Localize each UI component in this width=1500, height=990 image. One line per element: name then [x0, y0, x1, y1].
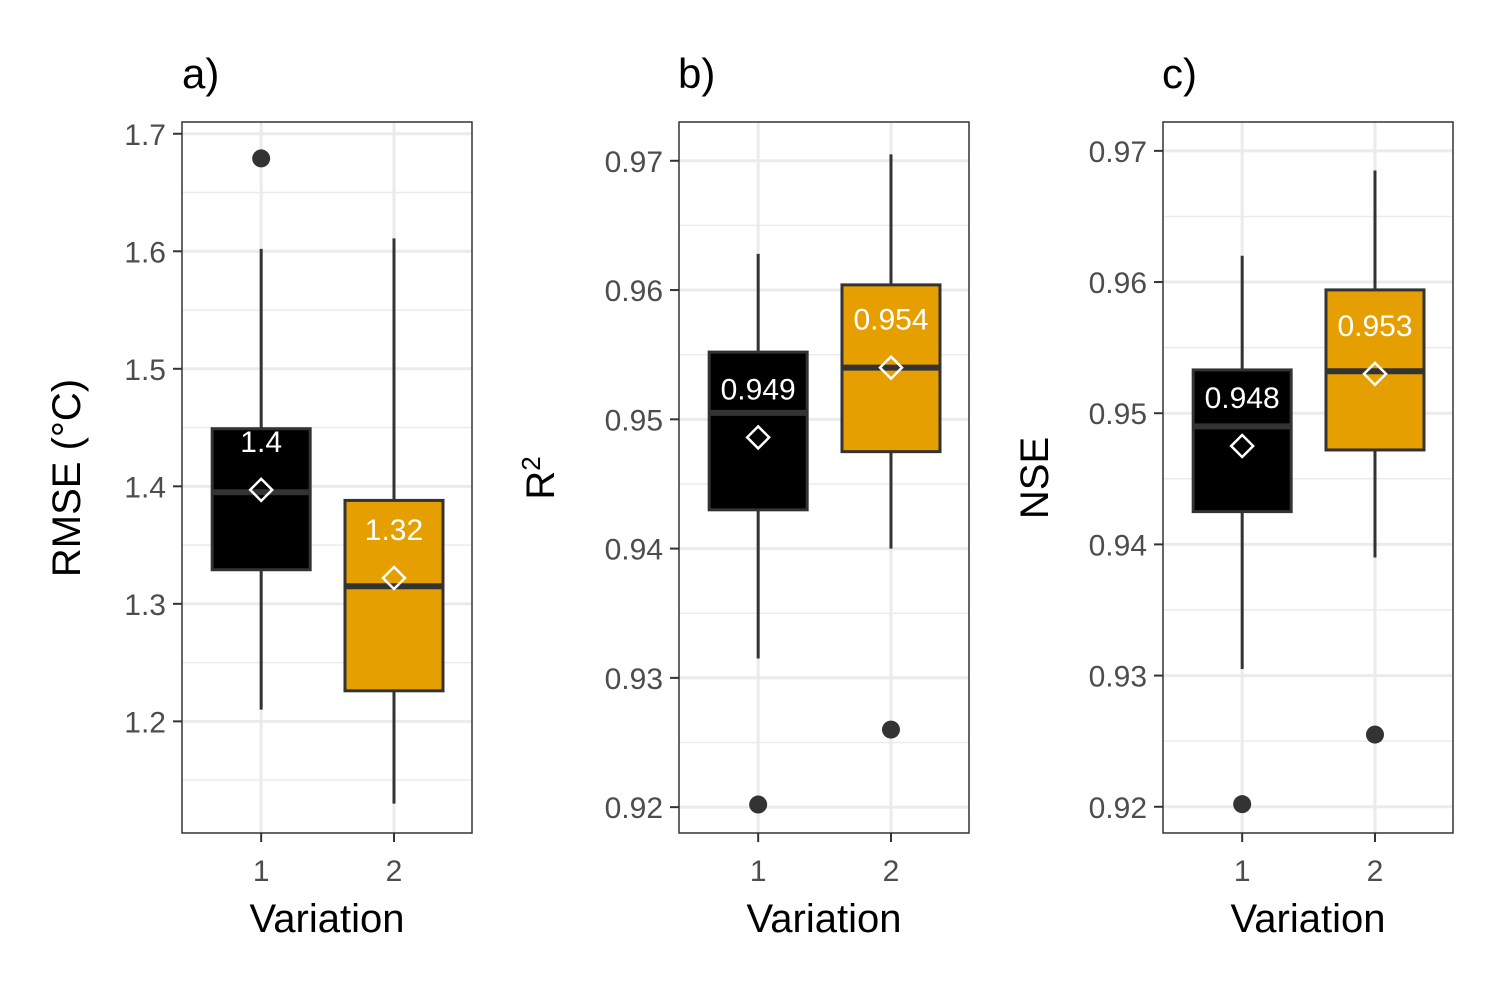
panel-b-ytick-label: 0.97	[605, 146, 663, 179]
panel-a-title: a)	[182, 50, 219, 97]
panel-a-xtick-label: 1	[253, 855, 270, 888]
panel-b-xtick-label: 1	[750, 855, 767, 888]
panel-a-ytick-label: 1.7	[124, 119, 166, 152]
panel-b-xtick-label: 2	[883, 855, 900, 888]
panel-a-xlabel: Variation	[250, 897, 405, 941]
panel-b-ytick-label: 0.93	[605, 663, 663, 696]
panel-c-ytick-label: 0.95	[1089, 398, 1147, 431]
panel-b-ytick-label: 0.94	[605, 534, 663, 567]
panel-b-ylabel: R2	[516, 456, 563, 499]
panel-c-ytick-label: 0.97	[1089, 136, 1147, 169]
panel-b-title: b)	[678, 50, 715, 97]
panel-a-ytick-label: 1.3	[124, 589, 166, 622]
panel-b-xlabel: Variation	[747, 897, 902, 941]
panel-c-box-1	[1191, 368, 1293, 514]
panel-c-ytick-label: 0.96	[1089, 267, 1147, 300]
panel-c-box-1-mean-marker	[1229, 433, 1255, 459]
panel-c-xlabel: Variation	[1231, 897, 1386, 941]
panel-c-ytick-label: 0.92	[1089, 792, 1147, 825]
panel-a-ytick-label: 1.4	[124, 471, 166, 504]
panel-c-box-2-outlier	[1365, 725, 1384, 744]
panel-c-box-1-outlier	[1233, 795, 1252, 814]
panel-a-box-1-mean-marker	[248, 477, 274, 503]
panel-a-box-2	[343, 498, 445, 693]
panel-a-ylabel: RMSE (°C)	[45, 379, 89, 577]
panel-c-xtick-label: 2	[1367, 855, 1384, 888]
panel-a: a) 1.4 1.32 1.2 1.3 1.4 1.5 1.6 1.7 1 2 Variation…	[45, 50, 473, 941]
panel-a-xtick-label: 2	[386, 855, 403, 888]
panel-c-ytick-label: 0.93	[1089, 661, 1147, 694]
panel-a-box-1-outlier	[252, 149, 271, 168]
panel-a-box-1-mean-label: 1.4	[240, 426, 282, 459]
panel-b-box-2-mean-label: 0.954	[853, 304, 928, 337]
panel-b-box-1	[707, 350, 809, 512]
panel-b-box-1-outlier	[749, 795, 768, 814]
panel-b-ytick-label: 0.96	[605, 275, 663, 308]
panel-a-box-2-mean-label: 1.32	[365, 514, 423, 547]
panel-a-box-2-mean-marker	[381, 565, 407, 591]
panel-a-ytick-label: 1.5	[124, 354, 166, 387]
panel-b-border	[678, 121, 970, 834]
panel-b-box-2-mean-marker	[878, 354, 904, 381]
panel-a-ytick-label: 1.6	[124, 236, 166, 269]
panel-b-ylabel-sup: 2	[516, 456, 546, 470]
panel-c-ytick-label: 0.94	[1089, 529, 1147, 562]
panel-b-ylabel-base: R	[519, 471, 563, 500]
panel-b-box-2-outlier	[881, 720, 900, 739]
panel-b-ylabel-group: R2	[516, 456, 563, 499]
panel-c-plot: 0.948 0.953 0.92 0.93 0.94 0.95 0.96 0.97 1 2	[1089, 121, 1454, 888]
panel-b-ytick-label: 0.95	[605, 404, 663, 437]
panel-b-box-1-mean-marker	[745, 424, 771, 451]
panel-c-title: c)	[1162, 50, 1197, 97]
panel-a-border	[181, 121, 473, 834]
panel-b-ytick-label: 0.92	[605, 792, 663, 825]
panel-c-ylabel: NSE	[1013, 437, 1057, 519]
panel-a-ytick-label: 1.2	[124, 706, 166, 739]
panel-c-border	[1162, 121, 1454, 834]
panel-c-box-1-mean-label: 0.948	[1205, 382, 1280, 415]
panel-c-box-2-mean-label: 0.953	[1337, 310, 1412, 343]
panel-b-box-1-mean-label: 0.949	[721, 373, 796, 406]
panel-c-xtick-label: 1	[1234, 855, 1251, 888]
panel-b-plot: 0.949 0.954 0.92 0.93 0.94 0.95 0.96 0.97 1 2	[605, 121, 970, 888]
panel-a-plot: 1.4 1.32 1.2 1.3 1.4 1.5 1.6 1.7 1 2	[124, 119, 473, 888]
panel-c-box-2-mean-marker	[1362, 361, 1388, 387]
